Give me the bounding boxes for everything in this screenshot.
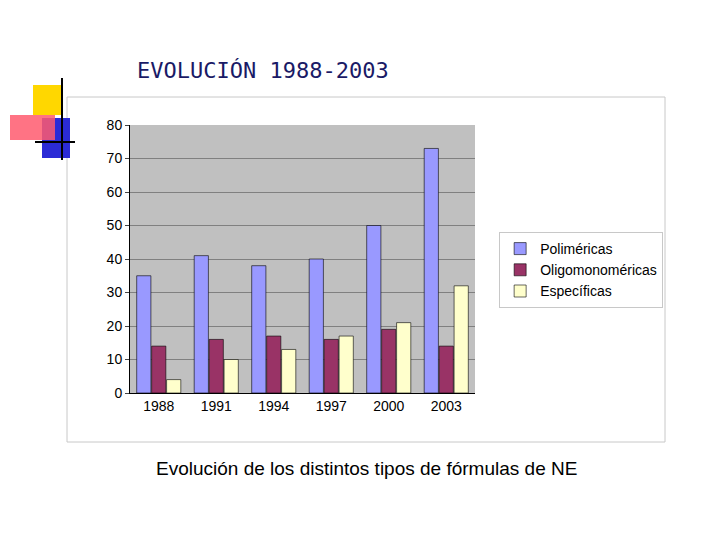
svg-text:50: 50 (107, 217, 123, 233)
svg-text:0: 0 (114, 385, 122, 401)
svg-text:Oligomonoméricas: Oligomonoméricas (540, 262, 657, 278)
svg-text:30: 30 (107, 284, 123, 300)
svg-text:60: 60 (107, 184, 123, 200)
svg-text:Poliméricas: Poliméricas (540, 241, 612, 257)
svg-text:40: 40 (107, 251, 123, 267)
svg-text:80: 80 (107, 117, 123, 133)
svg-text:1991: 1991 (201, 398, 232, 414)
svg-text:2000: 2000 (373, 398, 404, 414)
svg-text:Evolución de los distintos tip: Evolución de los distintos tipos de fórm… (156, 458, 577, 479)
svg-text:1994: 1994 (258, 398, 289, 414)
svg-text:2003: 2003 (431, 398, 462, 414)
svg-text:Específicas: Específicas (540, 283, 612, 299)
svg-text:1988: 1988 (143, 398, 174, 414)
svg-text:20: 20 (107, 318, 123, 334)
svg-text:EVOLUCIÓN 1988-2003: EVOLUCIÓN 1988-2003 (137, 58, 389, 83)
svg-text:70: 70 (107, 150, 123, 166)
svg-text:10: 10 (107, 351, 123, 367)
svg-text:1997: 1997 (316, 398, 347, 414)
